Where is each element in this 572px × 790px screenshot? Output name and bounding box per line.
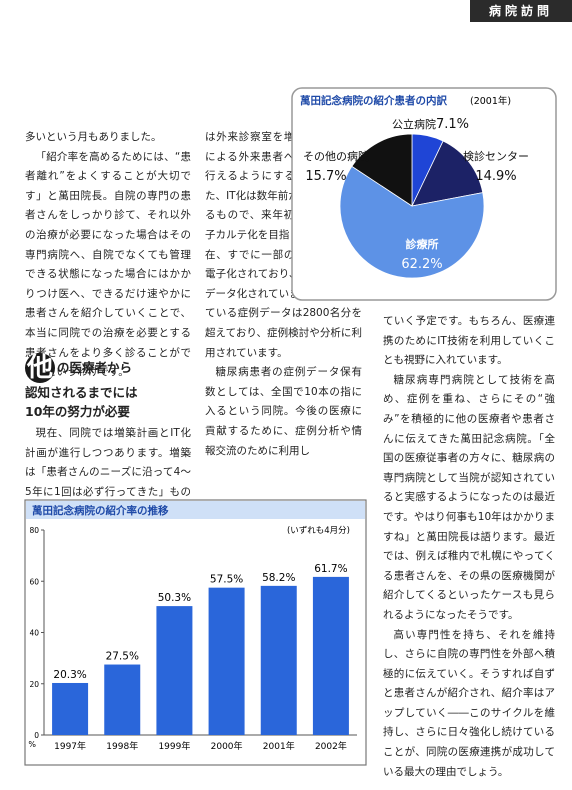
y-tick-label: 40 <box>29 629 39 638</box>
heading-text: の医療者から <box>57 360 133 375</box>
heading-text: 10年の努力が必要 <box>25 404 130 419</box>
bar <box>52 682 89 735</box>
paragraph: 多いという月もありました。 <box>25 131 162 143</box>
bar-value-label: 58.2% <box>262 572 295 584</box>
x-tick-label: 1997年 <box>54 740 86 752</box>
bar-title-band <box>26 501 365 519</box>
y-axis-label: % <box>28 740 36 749</box>
slice-value-label: 7.1% <box>436 117 469 132</box>
x-tick-label: 2001年 <box>263 740 295 752</box>
pie-slice <box>351 133 413 207</box>
bar-frame <box>24 499 367 766</box>
chart-subtitle: (2001年) <box>470 95 511 107</box>
slice-label: 検診センター <box>463 149 529 163</box>
chart-note: (いずれも4月分) <box>287 525 350 536</box>
paragraph: 高い専門性を持ち、それを維持し、さらに自院の専門性を外部へ積極的に伝えていく。そ… <box>383 628 555 778</box>
bar <box>260 585 297 735</box>
section-header: 病院訪問 <box>470 0 572 22</box>
column: 現在、同院では増築計画とIT化計画が進行しつつあります。増築は「患者さんのニーズ… <box>25 424 191 522</box>
bar <box>156 606 193 735</box>
bar-value-label: 27.5% <box>106 651 139 663</box>
chart-title: 萬田記念病院の紹介患者の内訳 <box>300 94 447 107</box>
column: ていく予定です。もちろん、医療連携のためにIT技術を利用していくことも視野に入れ… <box>383 312 555 782</box>
x-tick-label: 1998年 <box>106 740 138 752</box>
heading-text: 認知されるまでには <box>25 385 138 400</box>
paragraph: 糖尿病患者の症例データ保有数としては、全国で10本の指に入るという同院。今後の医… <box>205 366 362 457</box>
bar-value-label: 50.3% <box>158 592 191 604</box>
bar <box>312 576 349 735</box>
paragraph: 現在、同院では増築計画とIT化計画が進行しつつあります。増築は「患者さんのニーズ… <box>25 427 191 517</box>
x-tick-label: 1999年 <box>158 740 190 752</box>
slice-value-label: 62.2% <box>401 257 442 272</box>
heading: 他の医療者から認知されるまでには 10年の努力が必要 <box>25 353 195 421</box>
slice-label: 公立病院 <box>392 117 436 131</box>
x-tick-label: 2000年 <box>211 740 243 752</box>
pie-slice <box>411 140 484 207</box>
slice-value-label: 15.7% <box>305 169 346 184</box>
y-tick-label: 80 <box>29 526 39 535</box>
bar-value-label: 57.5% <box>210 574 243 586</box>
y-tick-label: 0 <box>34 731 39 740</box>
y-tick-label: 60 <box>29 577 39 586</box>
bar <box>208 587 245 735</box>
slice-label: 診療所 <box>406 237 439 251</box>
paragraph: 糖尿病専門病院として技術を高め、症例を重ね、さらにその“強み”を積極的に他の医療… <box>383 373 555 621</box>
x-tick-label: 2002年 <box>315 740 347 752</box>
bar-value-label: 61.7% <box>314 563 347 575</box>
bar <box>104 664 141 735</box>
paragraph: ていく予定です。もちろん、医療連携のためにIT技術を利用していくことも視野に入れ… <box>383 315 555 367</box>
pie-slice <box>339 165 485 279</box>
chart-title: 萬田記念病院の紹介率の推移 <box>32 504 169 517</box>
bar-value-label: 20.3% <box>53 669 86 681</box>
heading-initial: 他 <box>25 353 55 383</box>
slice-label: その他の病院 <box>303 149 369 163</box>
slice-value-label: 14.9% <box>475 169 516 184</box>
y-tick-label: 20 <box>29 680 39 689</box>
